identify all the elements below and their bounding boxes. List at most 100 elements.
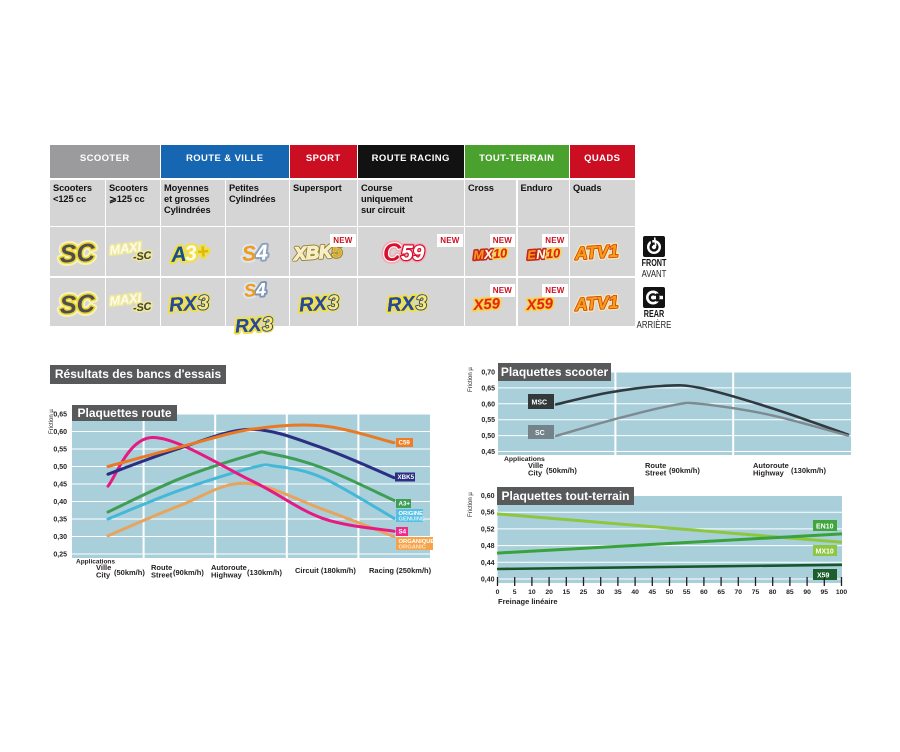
svg-text:4: 4: [254, 242, 269, 266]
svg-text:+: +: [196, 241, 210, 264]
svg-text:0,55: 0,55: [481, 417, 495, 424]
svg-text:4: 4: [255, 279, 267, 300]
svg-text:45: 45: [649, 589, 657, 596]
svg-text:10: 10: [493, 246, 508, 262]
svg-text:80: 80: [769, 589, 777, 596]
svg-text:10: 10: [545, 246, 560, 262]
svg-text:50: 50: [666, 589, 674, 596]
svg-text:100: 100: [836, 589, 848, 596]
svg-text:X59: X59: [472, 296, 501, 314]
svg-text:60: 60: [700, 589, 708, 596]
svg-text:City: City: [528, 469, 543, 478]
svg-text:ORGANIC: ORGANIC: [399, 545, 427, 551]
svg-text:A3+: A3+: [399, 501, 411, 508]
svg-text:75: 75: [752, 589, 760, 596]
svg-text:3: 3: [415, 291, 428, 314]
svg-text:4: 4: [255, 279, 267, 300]
svg-text:95: 95: [821, 589, 829, 596]
svg-text:0,70: 0,70: [481, 370, 495, 377]
svg-text:0,50: 0,50: [53, 464, 67, 471]
svg-text:Circuit (180km/h): Circuit (180km/h): [295, 566, 356, 575]
svg-text:SC: SC: [59, 239, 96, 269]
svg-text:3: 3: [197, 291, 210, 314]
svg-text:N: N: [535, 246, 546, 262]
svg-text:RX: RX: [168, 292, 199, 316]
svg-text:C59: C59: [399, 440, 411, 447]
svg-text:3: 3: [262, 314, 274, 336]
svg-text:0,40: 0,40: [481, 577, 495, 584]
svg-text:Ville: Ville: [96, 563, 111, 572]
svg-text:XBK5: XBK5: [398, 474, 415, 481]
svg-text:4: 4: [254, 242, 269, 266]
svg-text:3: 3: [197, 291, 210, 314]
svg-text:3: 3: [262, 314, 274, 336]
svg-text:MSC: MSC: [532, 400, 548, 407]
svg-text:0,56: 0,56: [481, 510, 495, 517]
svg-text:70: 70: [735, 589, 743, 596]
svg-text:90: 90: [803, 589, 811, 596]
svg-text:ORIGINE: ORIGINE: [399, 511, 424, 517]
svg-text:SC: SC: [59, 289, 96, 319]
svg-text:Friction µ: Friction µ: [49, 409, 55, 434]
svg-text:40: 40: [631, 589, 639, 596]
svg-text:MAXI: MAXI: [109, 240, 143, 258]
svg-text:S4: S4: [399, 529, 407, 536]
svg-text:+: +: [196, 241, 210, 264]
svg-text:SC: SC: [59, 289, 96, 319]
svg-text:Applications: Applications: [76, 559, 115, 566]
svg-text:RX: RX: [299, 292, 330, 316]
svg-text:RX: RX: [168, 292, 199, 316]
svg-text:M: M: [473, 247, 485, 263]
svg-text:0,60: 0,60: [481, 401, 495, 408]
svg-text:S: S: [244, 280, 257, 301]
svg-text:3: 3: [197, 291, 210, 314]
svg-text:20: 20: [545, 589, 553, 596]
svg-text:Racing (250km/h): Racing (250km/h): [369, 566, 432, 575]
svg-text:Highway: Highway: [753, 469, 785, 478]
svg-text:GENUINE: GENUINE: [399, 517, 426, 523]
svg-text:30: 30: [597, 589, 605, 596]
svg-text:RX: RX: [235, 314, 264, 337]
svg-text:10: 10: [545, 246, 560, 262]
svg-text:-SC: -SC: [132, 250, 152, 264]
svg-text:0,50: 0,50: [481, 433, 495, 440]
svg-text:S: S: [242, 242, 258, 266]
svg-text:0,60: 0,60: [53, 429, 67, 436]
svg-text:Applications: Applications: [504, 456, 545, 463]
svg-text:XBK: XBK: [293, 242, 335, 265]
svg-text:City: City: [96, 571, 111, 580]
svg-text:0,65: 0,65: [481, 385, 495, 392]
svg-text:10: 10: [493, 246, 508, 262]
svg-text:3: 3: [184, 242, 198, 266]
svg-text:A: A: [169, 243, 187, 267]
svg-text:MAXI: MAXI: [109, 290, 143, 308]
svg-text:(90km/h): (90km/h): [669, 466, 700, 475]
svg-text:A: A: [169, 243, 187, 267]
svg-text:0,40: 0,40: [53, 499, 67, 506]
svg-text:X59: X59: [525, 296, 554, 314]
svg-text:10: 10: [528, 589, 536, 596]
svg-text:-SC: -SC: [132, 250, 152, 264]
svg-text:-SC: -SC: [132, 300, 152, 314]
svg-text:0: 0: [496, 589, 500, 596]
svg-text:0,44: 0,44: [481, 560, 495, 567]
svg-text:X: X: [483, 246, 495, 262]
svg-text:X59: X59: [525, 296, 554, 314]
svg-text:MAXI: MAXI: [109, 290, 143, 308]
svg-text:Autoroute: Autoroute: [211, 563, 247, 572]
svg-text:25: 25: [580, 589, 588, 596]
svg-text:(50km/h): (50km/h): [546, 466, 577, 475]
svg-text:3: 3: [415, 291, 428, 314]
svg-text:Friction µ: Friction µ: [468, 367, 474, 392]
svg-text:(90km/h): (90km/h): [173, 568, 204, 577]
svg-text:59: 59: [401, 242, 425, 265]
svg-text:3: 3: [184, 242, 198, 266]
svg-text:3: 3: [415, 291, 428, 314]
svg-text:X59: X59: [817, 573, 830, 580]
svg-text:ATV1: ATV1: [573, 241, 619, 264]
svg-text:65: 65: [717, 589, 725, 596]
svg-text:Ville: Ville: [528, 461, 543, 470]
svg-text:SC: SC: [535, 430, 545, 437]
svg-text:C: C: [383, 239, 402, 267]
svg-text:RX: RX: [386, 292, 417, 316]
